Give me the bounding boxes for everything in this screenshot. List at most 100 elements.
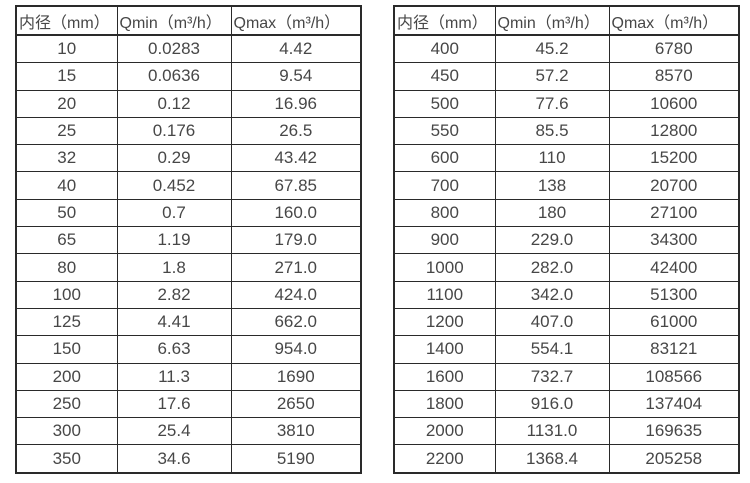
cell-qmin: 229.0	[494, 226, 610, 255]
cell-qmin: 57.2	[494, 62, 610, 91]
cell-qmin: 138	[494, 171, 610, 200]
header-diameter: 内径（mm）	[15, 5, 118, 36]
cell-diameter: 100	[15, 280, 118, 309]
cell-qmin: 0.0283	[116, 34, 232, 64]
table-row: 10 0.0283 4.42	[15, 34, 362, 64]
header-diameter: 内径（mm）	[393, 5, 496, 36]
cell-diameter: 900	[393, 226, 496, 255]
cell-qmax: 5190	[230, 444, 362, 474]
cell-diameter: 350	[15, 444, 118, 474]
cell-diameter: 1800	[393, 389, 496, 419]
spec-table-large-diameters: 内径（mm） Qmin（m³/h） Qmax（m³/h） 400 45.2 6780…	[393, 5, 740, 474]
cell-qmax: 6780	[608, 34, 740, 64]
cell-qmin: 1131.0	[494, 417, 610, 446]
cell-qmin: 6.63	[116, 335, 232, 364]
cell-qmin: 0.12	[116, 89, 232, 118]
cell-qmin: 554.1	[494, 335, 610, 364]
cell-qmax: 137404	[608, 389, 740, 419]
cell-qmax: 43.42	[230, 144, 362, 173]
cell-qmin: 77.6	[494, 89, 610, 118]
cell-qmax: 10600	[608, 89, 740, 118]
cell-qmin: 732.7	[494, 362, 610, 391]
table-row: 300 25.4 3810	[15, 417, 362, 446]
cell-qmax: 83121	[608, 335, 740, 364]
cell-qmax: 42400	[608, 253, 740, 282]
cell-diameter: 500	[393, 89, 496, 118]
cell-qmax: 67.85	[230, 171, 362, 200]
cell-qmax: 179.0	[230, 226, 362, 255]
cell-qmax: 424.0	[230, 280, 362, 309]
cell-qmin: 0.176	[116, 116, 232, 146]
table-row: 1800 916.0 137404	[393, 389, 740, 419]
spec-table-small-diameters: 内径（mm） Qmin（m³/h） Qmax（m³/h） 10 0.0283 4.4…	[15, 5, 362, 474]
table-row: 1400 554.1 83121	[393, 335, 740, 364]
cell-qmin: 11.3	[116, 362, 232, 391]
cell-diameter: 80	[15, 253, 118, 282]
cell-diameter: 1400	[393, 335, 496, 364]
cell-qmax: 4.42	[230, 34, 362, 64]
cell-diameter: 700	[393, 171, 496, 200]
cell-qmin: 0.29	[116, 144, 232, 173]
table-row: 2200 1368.4 205258	[393, 444, 740, 474]
cell-diameter: 10	[15, 34, 118, 64]
cell-diameter: 250	[15, 389, 118, 419]
table-row: 150 6.63 954.0	[15, 335, 362, 364]
cell-qmax: 27100	[608, 198, 740, 228]
cell-qmax: 662.0	[230, 307, 362, 337]
table-row: 25 0.176 26.5	[15, 116, 362, 146]
cell-qmin: 85.5	[494, 116, 610, 146]
cell-qmax: 169635	[608, 417, 740, 446]
table-row: 100 2.82 424.0	[15, 280, 362, 309]
cell-diameter: 125	[15, 307, 118, 337]
cell-qmax: 15200	[608, 144, 740, 173]
header-row: 内径（mm） Qmin（m³/h） Qmax（m³/h）	[393, 5, 740, 36]
table-row: 80 1.8 271.0	[15, 253, 362, 282]
cell-qmax: 26.5	[230, 116, 362, 146]
cell-qmin: 0.7	[116, 198, 232, 228]
cell-qmax: 160.0	[230, 198, 362, 228]
cell-diameter: 2000	[393, 417, 496, 446]
cell-diameter: 200	[15, 362, 118, 391]
cell-diameter: 25	[15, 116, 118, 146]
cell-qmax: 954.0	[230, 335, 362, 364]
cell-diameter: 2200	[393, 444, 496, 474]
cell-diameter: 300	[15, 417, 118, 446]
header-qmax: Qmax（m³/h）	[230, 5, 362, 36]
cell-qmin: 4.41	[116, 307, 232, 337]
cell-qmax: 51300	[608, 280, 740, 309]
cell-diameter: 1000	[393, 253, 496, 282]
cell-diameter: 1600	[393, 362, 496, 391]
table-row: 2000 1131.0 169635	[393, 417, 740, 446]
header-row: 内径（mm） Qmin（m³/h） Qmax（m³/h）	[15, 5, 362, 36]
cell-diameter: 800	[393, 198, 496, 228]
table-row: 65 1.19 179.0	[15, 226, 362, 255]
cell-qmin: 110	[494, 144, 610, 173]
cell-qmin: 180	[494, 198, 610, 228]
header-qmin: Qmin（m³/h）	[116, 5, 232, 36]
cell-qmin: 407.0	[494, 307, 610, 337]
cell-qmax: 3810	[230, 417, 362, 446]
table-row: 200 11.3 1690	[15, 362, 362, 391]
cell-diameter: 15	[15, 62, 118, 91]
cell-diameter: 1200	[393, 307, 496, 337]
table-row: 125 4.41 662.0	[15, 307, 362, 337]
table-row: 350 34.6 5190	[15, 444, 362, 474]
cell-qmax: 20700	[608, 171, 740, 200]
cell-qmax: 205258	[608, 444, 740, 474]
cell-qmin: 0.0636	[116, 62, 232, 91]
table-row: 15 0.0636 9.54	[15, 62, 362, 91]
cell-diameter: 20	[15, 89, 118, 118]
cell-qmin: 1.8	[116, 253, 232, 282]
table-row: 800 180 27100	[393, 198, 740, 228]
cell-diameter: 40	[15, 171, 118, 200]
cell-diameter: 32	[15, 144, 118, 173]
cell-diameter: 550	[393, 116, 496, 146]
cell-qmin: 45.2	[494, 34, 610, 64]
table-row: 20 0.12 16.96	[15, 89, 362, 118]
cell-qmax: 12800	[608, 116, 740, 146]
cell-qmax: 2650	[230, 389, 362, 419]
cell-qmin: 1.19	[116, 226, 232, 255]
table-row: 550 85.5 12800	[393, 116, 740, 146]
cell-qmin: 342.0	[494, 280, 610, 309]
